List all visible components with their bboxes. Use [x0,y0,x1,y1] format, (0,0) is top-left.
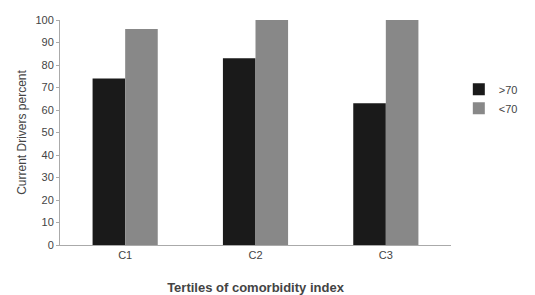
svg-text:30: 30 [42,171,54,183]
svg-text:20: 20 [42,194,54,206]
svg-text:Tertiles of comorbidity index: Tertiles of comorbidity index [167,280,345,295]
svg-text:70: 70 [42,81,54,93]
svg-text:40: 40 [42,149,54,161]
svg-text:C2: C2 [248,249,262,261]
svg-text:>70: >70 [499,84,518,96]
svg-text:Current Drivers percent: Current Drivers percent [15,69,29,194]
svg-text:<70: <70 [499,103,518,115]
svg-text:80: 80 [42,59,54,71]
svg-text:90: 90 [42,36,54,48]
svg-text:100: 100 [35,14,53,26]
svg-text:C3: C3 [379,249,393,261]
svg-text:C1: C1 [118,249,132,261]
svg-text:60: 60 [42,104,54,116]
svg-text:0: 0 [48,239,54,251]
svg-text:10: 10 [42,216,54,228]
svg-text:50: 50 [42,126,54,138]
